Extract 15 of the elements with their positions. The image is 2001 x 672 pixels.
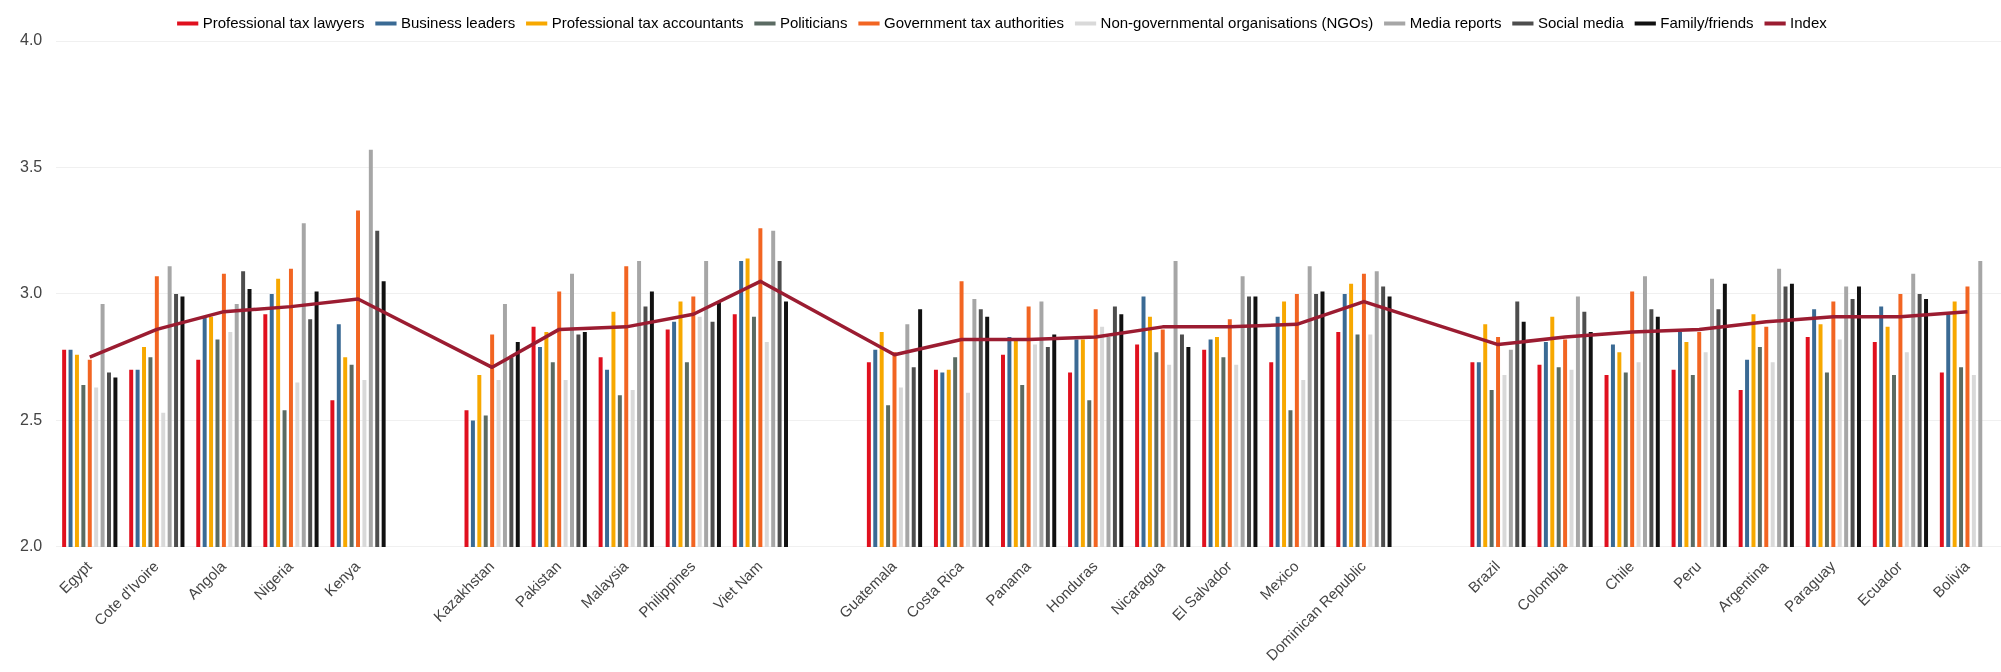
legend-label: Media reports bbox=[1409, 13, 1502, 31]
legend-label: Professional tax accountants bbox=[551, 13, 744, 31]
y-tick-label: 3.0 bbox=[19, 284, 43, 302]
legend-label: Index bbox=[1790, 13, 1828, 31]
legend-label: Family/friends bbox=[1660, 13, 1754, 31]
legend-label: Politicians bbox=[779, 13, 848, 31]
legend-label: Professional tax lawyers bbox=[202, 13, 365, 31]
legend-label: Business leaders bbox=[400, 13, 516, 31]
y-tick-label: 3.5 bbox=[19, 157, 43, 175]
legend-label: Government tax authorities bbox=[883, 13, 1065, 31]
legend-label: Social media bbox=[1537, 13, 1625, 31]
legend-label: Non-governmental organisations (NGOs) bbox=[1100, 13, 1374, 31]
y-tick-label: 4.0 bbox=[19, 31, 43, 49]
y-tick-label: 2.5 bbox=[19, 410, 43, 428]
y-tick-label: 2.0 bbox=[19, 537, 43, 555]
